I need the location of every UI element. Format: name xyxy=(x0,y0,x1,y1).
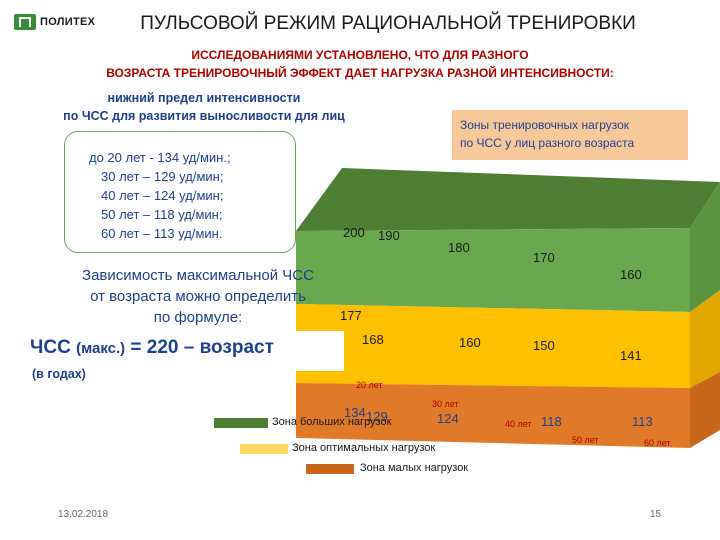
formula-line-1: Зависимость максимальной ЧСС xyxy=(82,267,314,284)
logo-text: ПОЛИТЕХ xyxy=(40,16,96,28)
logo-mark-icon xyxy=(14,14,36,30)
middle-label: 160 xyxy=(459,335,481,350)
top-label: 180 xyxy=(448,240,470,255)
age-value: 113 уд/мин. xyxy=(153,226,223,241)
age-value: 118 уд/мин; xyxy=(153,207,223,222)
logo: ПОЛИТЕХ xyxy=(14,14,95,30)
legend-label-optimal: Зона оптимальных нагрузок xyxy=(292,442,436,454)
age-axis-label: 50 лет xyxy=(572,435,599,445)
age-label: до 20 лет - xyxy=(89,150,158,165)
bottom-label: 124 xyxy=(437,411,459,426)
age-row: до 20 лет - 134 уд/мин.; xyxy=(89,148,295,167)
chart-side-low xyxy=(690,372,720,448)
age-label: 40 лет – xyxy=(101,188,154,203)
age-label: 30 лет – xyxy=(101,169,154,184)
chart-side-high xyxy=(690,182,720,312)
top-label: 170 xyxy=(533,250,555,265)
age-axis-label: 20 лет xyxy=(356,380,383,390)
legend-swatch-high xyxy=(214,418,268,428)
zones-note-line-2: по ЧСС у лиц разного возраста xyxy=(460,136,635,150)
legend-swatch-low xyxy=(306,464,354,474)
lower-limit-line-2: по ЧСС для развития выносливости для лиц xyxy=(63,109,345,123)
middle-label: 168 xyxy=(362,332,384,347)
footer-date: 13.02.2018 xyxy=(58,509,109,520)
age-row: 40 лет – 124 уд/мин; xyxy=(89,186,295,205)
bottom-label: 134 xyxy=(344,405,366,420)
middle-label: 177 xyxy=(340,308,362,323)
age-axis-label: 40 лет xyxy=(505,419,532,429)
legend-swatch-optimal xyxy=(240,444,288,454)
age-value: 124 уд/мин; xyxy=(153,188,224,203)
chart-zone-optimal xyxy=(296,304,690,388)
bottom-label: 129 xyxy=(366,409,388,424)
subtitle: ИССЛЕДОВАНИЯМИ УСТАНОВЛЕНО, ЧТО ДЛЯ РАЗН… xyxy=(40,46,680,82)
age-limits-box: до 20 лет - 134 уд/мин.; 30 лет – 129 уд… xyxy=(64,131,296,253)
middle-label: 141 xyxy=(620,348,642,363)
top-label: 190 xyxy=(378,228,400,243)
bottom-label: 118 xyxy=(541,414,562,429)
formula: ЧСС (макс.) = 220 – возраст xyxy=(26,331,344,371)
age-row: 50 лет – 118 уд/мин; xyxy=(89,205,295,224)
formula-line-3: по формуле: xyxy=(153,309,243,326)
formula-main: ЧСС xyxy=(30,337,71,358)
age-label: 60 лет – xyxy=(101,226,154,241)
chart-side-optimal xyxy=(690,290,720,388)
age-row: 30 лет – 129 уд/мин; xyxy=(89,167,295,186)
legend-label-low: Зона малых нагрузок xyxy=(360,462,469,474)
formula-description: Зависимость максимальной ЧСС от возраста… xyxy=(48,265,348,328)
age-row: 60 лет – 113 уд/мин. xyxy=(89,224,295,243)
chart-zone-low xyxy=(296,383,690,448)
formula-line-2: от возраста можно определить xyxy=(90,288,306,305)
legend-label-high: Зона больших нагрузок xyxy=(272,416,392,428)
subtitle-line-2: ВОЗРАСТА ТРЕНИРОВОЧНЫЙ ЭФФЕКТ ДАЕТ НАГРУ… xyxy=(106,66,614,80)
top-label: 160 xyxy=(620,267,642,282)
age-label: 50 лет – xyxy=(101,207,154,222)
bottom-label: 113 xyxy=(632,414,653,429)
age-axis-label: 30 лет xyxy=(432,399,459,409)
lower-limit-text: нижний предел интенсивности по ЧСС для р… xyxy=(34,89,374,125)
zones-note-line-1: Зоны тренировочных нагрузок xyxy=(460,118,630,132)
footer-page-number: 15 xyxy=(650,509,662,520)
chart-zone-high xyxy=(296,228,690,312)
formula-rest: = 220 – возраст xyxy=(130,337,274,358)
middle-label: 150 xyxy=(533,338,555,353)
age-axis-label: 60 лет xyxy=(644,438,671,448)
age-value: 129 уд/мин; xyxy=(153,169,224,184)
page-title: ПУЛЬСОВОЙ РЕЖИМ РАЦИОНАЛЬНОЙ ТРЕНИРОВКИ xyxy=(140,13,636,34)
formula-note: (в годах) xyxy=(32,367,86,381)
chart-top-face xyxy=(296,168,720,231)
lower-limit-line-1: нижний предел интенсивности xyxy=(107,91,301,105)
top-label: 200 xyxy=(343,225,365,240)
zones-note: Зоны тренировочных нагрузок по ЧСС у лиц… xyxy=(452,110,688,160)
age-value: 134 уд/мин.; xyxy=(157,150,231,165)
formula-main-small: (макс.) xyxy=(76,340,126,357)
subtitle-line-1: ИССЛЕДОВАНИЯМИ УСТАНОВЛЕНО, ЧТО ДЛЯ РАЗН… xyxy=(191,48,529,62)
